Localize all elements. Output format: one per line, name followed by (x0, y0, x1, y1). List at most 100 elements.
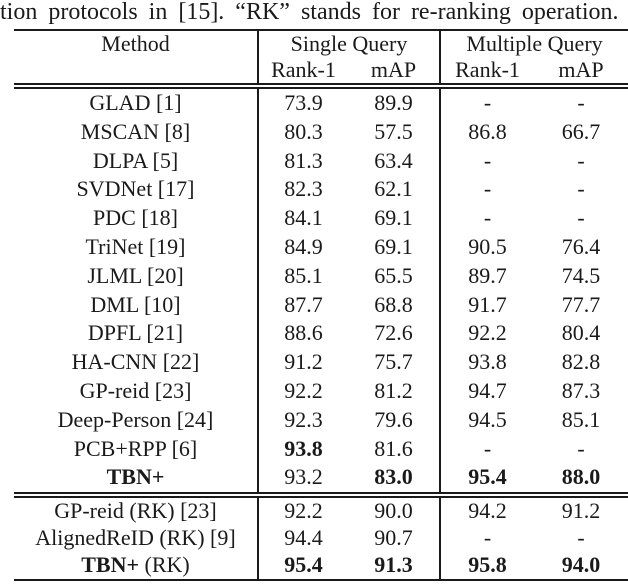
cell-text: - (483, 90, 492, 115)
value-cell: 63.4 (348, 147, 440, 176)
header-group-row: Method Single Query Multiple Query (14, 30, 628, 89)
value-cell: 68.8 (348, 291, 440, 320)
table-row: Deep-Person [24] 92.3 79.6 94.5 85.1 (14, 405, 628, 435)
cell-text: 85.1 (561, 406, 601, 432)
results-table: Method Single Query Multiple Query Rank-… (14, 29, 628, 581)
cell-text: - (577, 176, 585, 202)
cell-text: 94.5 (468, 406, 507, 432)
method-cell: HA-CNN [22] (14, 348, 258, 377)
col-header-sq-map: mAP (348, 57, 441, 89)
value-cell: 88.0 (534, 463, 628, 495)
col-header-mq-rank1: Rank-1 (439, 57, 535, 89)
value-cell: - (534, 86, 628, 118)
cell-text: 92.2 (284, 377, 323, 403)
value-cell: 79.6 (348, 406, 440, 435)
table-row: MSCAN [8] 80.3 57.5 86.8 66.7 (14, 117, 628, 147)
cell-text: 93.2 (284, 464, 323, 490)
value-cell: - (439, 86, 535, 118)
method-cell: DLPA [5] (14, 147, 258, 176)
value-cell: 85.1 (257, 261, 348, 291)
cell-text: Deep-Person [24] (57, 406, 214, 432)
cell-text: - (577, 435, 585, 461)
cell-text: 79.6 (374, 406, 413, 432)
method-cell: SVDNet [17] (14, 175, 258, 204)
col-header-method: Method (14, 30, 258, 89)
cell-text: 81.6 (374, 435, 413, 461)
value-cell: 94.7 (439, 376, 535, 406)
cell-text: 77.7 (561, 291, 601, 317)
table-row: DML [10] 87.7 68.8 91.7 77.7 (14, 290, 628, 320)
cell-text: 74.5 (561, 262, 601, 288)
cell-text: 90.0 (374, 498, 413, 524)
table-row: PCB+RPP [6] 93.8 81.6 - - (14, 434, 628, 464)
value-cell: 95.4 (439, 463, 535, 496)
cell-text: 83.0 (374, 464, 413, 490)
value-cell: 93.8 (257, 434, 348, 464)
value-cell: 72.6 (348, 319, 440, 348)
value-cell: 81.6 (348, 435, 440, 464)
cell-text: 62.1 (374, 176, 413, 202)
value-cell: 90.5 (439, 232, 535, 262)
cell-text: 95.4 (468, 464, 507, 490)
table-header: Method Single Query Multiple Query Rank-… (14, 30, 628, 89)
value-cell: - (534, 435, 628, 464)
cell-text: 82.8 (561, 349, 601, 375)
cell-text: 75.7 (374, 349, 413, 375)
method-cell: PCB+RPP [6] (14, 435, 258, 464)
method-cell: DPFL [21] (14, 319, 258, 348)
value-cell: - (534, 204, 628, 233)
cell-text: 66.7 (561, 118, 601, 144)
cell-text: 90.7 (374, 524, 413, 550)
reranking-results-body: GP-reid (RK) [23] 92.2 90.0 94.2 91.2 Aligned… (14, 495, 628, 580)
cell-text: 86.8 (468, 118, 507, 144)
value-cell: 94.5 (439, 405, 535, 435)
cell-text: 84.1 (284, 205, 323, 231)
col-header-mq-map: mAP (534, 57, 628, 89)
value-cell: 80.4 (534, 319, 628, 348)
value-cell: 86.8 (439, 117, 535, 147)
cell-text: 65.5 (374, 262, 413, 288)
cell-text: - (483, 147, 492, 173)
cell-text: DLPA [5] (92, 147, 179, 173)
cell-text: 69.1 (374, 233, 413, 259)
value-cell: - (534, 147, 628, 176)
value-cell: 87.7 (257, 290, 348, 320)
header-sub-row: Rank-1 mAP Rank-1 mAP (14, 57, 628, 89)
cell-text: 72.6 (374, 320, 413, 346)
table-row: GP-reid [23] 92.2 81.2 94.7 87.3 (14, 376, 628, 406)
method-cell: DML [10] (14, 291, 258, 320)
value-cell: 81.2 (348, 377, 440, 406)
value-cell: 94.0 (534, 552, 628, 580)
table-row: TBN+ (RK) 95.4 91.3 95.8 94.0 (14, 551, 628, 580)
value-cell: 65.5 (348, 262, 440, 291)
cell-text: GP-reid (RK) [23] (54, 498, 217, 524)
method-cell: PDC [18] (14, 204, 258, 233)
table-row: HA-CNN [22] 91.2 75.7 93.8 82.8 (14, 348, 628, 377)
cell-text: JLML [20] (87, 262, 184, 288)
table-caption: tion protocols in [15]. “RK” stands for … (0, 0, 619, 25)
value-cell: 87.3 (534, 377, 628, 406)
cell-text: - (483, 205, 492, 231)
table-row: TriNet [19] 84.9 69.1 90.5 76.4 (14, 232, 628, 262)
cell-text: SVDNet [17] (76, 176, 195, 202)
cell-text: 87.7 (284, 291, 323, 317)
cell-text: 69.1 (374, 205, 413, 231)
value-cell: 88.6 (257, 319, 348, 349)
cell-text: 76.4 (561, 233, 601, 259)
cell-text: TBN+ (106, 464, 165, 490)
cell-text: TBN+ (81, 551, 140, 577)
cell-text: 81.3 (284, 147, 323, 173)
value-cell: 66.7 (534, 118, 628, 147)
cell-text: - (577, 524, 585, 550)
cell-text: 94.7 (468, 377, 507, 403)
method-cell: TBN+ (RK) (14, 552, 258, 580)
table-row: SVDNet [17] 82.3 62.1 - - (14, 175, 628, 205)
cell-text: 94.4 (284, 524, 323, 550)
cell-text: 95.8 (468, 551, 507, 577)
method-cell: MSCAN [8] (14, 118, 258, 147)
value-cell: - (534, 175, 628, 204)
table-row: TBN+ 93.2 83.0 95.4 88.0 (14, 463, 628, 496)
value-cell: 91.2 (257, 348, 348, 377)
col-header-sq-rank1: Rank-1 (257, 57, 348, 89)
